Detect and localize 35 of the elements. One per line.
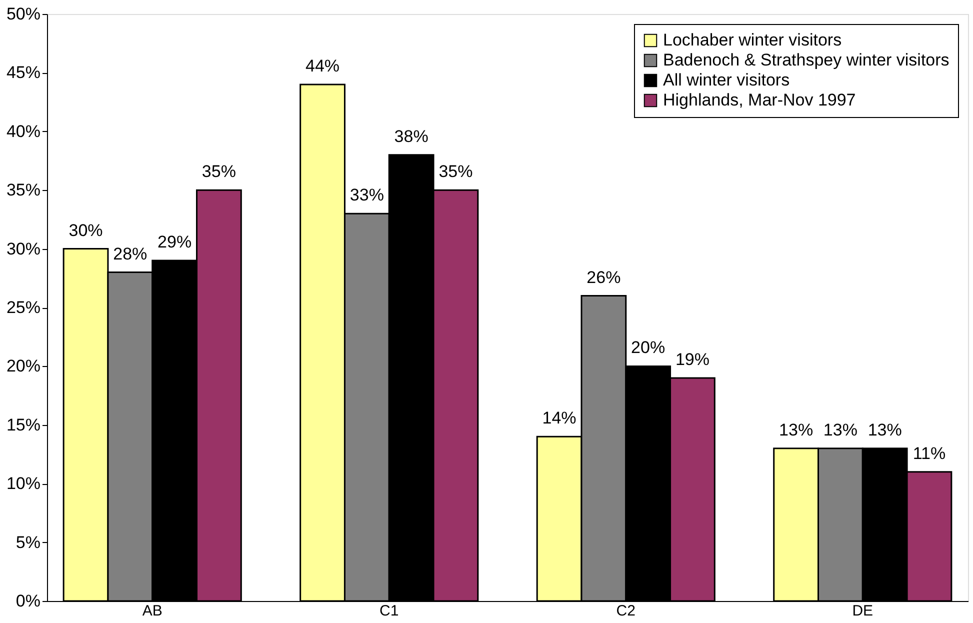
legend-label: All winter visitors bbox=[663, 70, 790, 90]
data-label: 44% bbox=[306, 56, 340, 76]
x-tick-label: C2 bbox=[616, 602, 636, 620]
data-label: 38% bbox=[394, 126, 428, 146]
legend-label: Highlands, Mar-Nov 1997 bbox=[663, 90, 856, 110]
x-tick-label: AB bbox=[142, 602, 162, 620]
y-tick-label: 30% bbox=[6, 239, 40, 258]
y-tick-label: 25% bbox=[6, 298, 40, 317]
data-label: 35% bbox=[438, 162, 473, 182]
data-label: 11% bbox=[912, 444, 946, 463]
data-label: 29% bbox=[158, 232, 192, 252]
x-tick-label: C1 bbox=[380, 602, 399, 620]
y-tick-label: 45% bbox=[6, 63, 40, 82]
data-label: 13% bbox=[868, 420, 902, 440]
data-label: 19% bbox=[675, 350, 710, 369]
y-tick-label: 10% bbox=[6, 474, 40, 494]
legend-label: Lochaber winter visitors bbox=[663, 30, 842, 50]
y-tick-label: 35% bbox=[6, 180, 40, 200]
y-tick-label: 50% bbox=[6, 4, 40, 24]
data-label: 30% bbox=[68, 220, 103, 240]
y-tick-label: 20% bbox=[6, 356, 40, 376]
data-label: 28% bbox=[113, 244, 148, 264]
y-tick-label: 40% bbox=[6, 122, 40, 141]
data-label: 13% bbox=[823, 420, 858, 440]
y-tick-label: 5% bbox=[16, 532, 40, 552]
y-tick-label: 15% bbox=[6, 415, 40, 434]
data-label: 13% bbox=[779, 420, 814, 440]
y-tick-label: 0% bbox=[16, 592, 40, 610]
data-label: 20% bbox=[631, 338, 666, 358]
legend-label: Badenoch & Strathspey winter visitors bbox=[663, 50, 950, 70]
data-label: 26% bbox=[586, 268, 621, 287]
data-label: 33% bbox=[350, 186, 384, 205]
data-label: 14% bbox=[542, 408, 576, 428]
x-tick-label: DE bbox=[852, 602, 874, 620]
data-label: 35% bbox=[202, 162, 236, 182]
